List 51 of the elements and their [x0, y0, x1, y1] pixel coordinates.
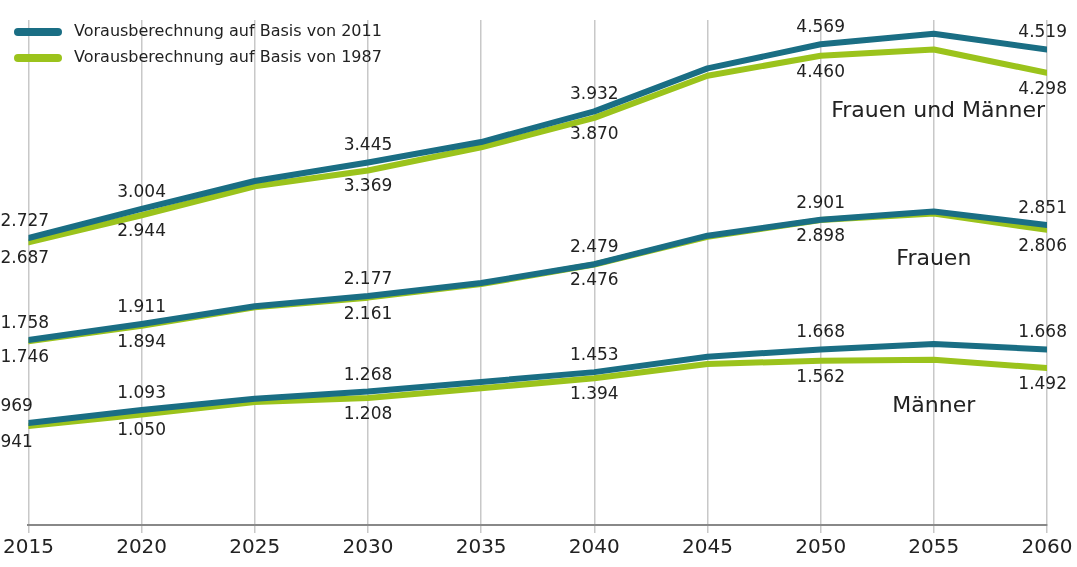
data-label: 941: [0, 430, 33, 451]
data-label: 1.562: [796, 365, 845, 386]
data-label: 2.898: [796, 225, 845, 246]
data-label: 1.668: [1018, 321, 1067, 342]
data-label: 1.394: [569, 383, 619, 404]
data-label: 1.208: [343, 402, 393, 423]
data-label: 1.668: [796, 321, 845, 342]
x-tick-label: 2060: [1021, 534, 1073, 559]
data-label: 4.519: [1018, 21, 1067, 42]
data-label: 1.894: [117, 330, 166, 351]
x-tick-label: 2050: [795, 534, 847, 559]
data-label: 2.177: [343, 267, 393, 288]
data-label: 2.479: [569, 236, 619, 257]
data-label: 1.050: [117, 419, 166, 440]
x-tick-label: 2055: [908, 534, 960, 559]
data-label: 4.569: [796, 16, 845, 37]
data-label: 1.453: [569, 344, 619, 365]
x-tick-label: 2020: [116, 534, 168, 559]
data-label: 1.093: [117, 381, 166, 402]
data-label: 2.901: [796, 191, 845, 212]
legend-label: Vorausberechnung auf Basis von 2011: [74, 21, 382, 41]
x-tick-label: 2025: [229, 534, 281, 559]
data-label: 2.851: [1018, 196, 1067, 217]
annotation: Frauen: [896, 245, 972, 271]
data-label: 1.746: [0, 346, 50, 367]
data-label: 3.369: [343, 175, 393, 196]
data-label: 2.687: [0, 247, 50, 268]
data-label: 1.911: [117, 295, 166, 316]
data-label: 1.268: [343, 363, 393, 384]
x-tick-label: 2045: [682, 534, 733, 559]
data-label: 2.727: [0, 210, 50, 231]
data-label: 4.298: [1018, 77, 1067, 98]
data-label: 3.932: [569, 83, 619, 104]
legend-label: Vorausberechnung auf Basis von 1987: [74, 47, 382, 67]
x-tick-label: 2030: [342, 534, 394, 559]
x-tick-label: 2015: [3, 534, 54, 559]
annotation: Frauen und Männer: [831, 97, 1046, 123]
data-label: 2.944: [117, 220, 166, 241]
data-label: 2.161: [343, 302, 393, 323]
data-label: 4.460: [796, 60, 845, 81]
data-label: 1.492: [1018, 372, 1067, 393]
data-label: 2.476: [569, 269, 619, 290]
data-label: 3.445: [343, 134, 393, 155]
data-label: 969: [0, 394, 33, 415]
annotation: Männer: [892, 391, 977, 417]
data-label: 3.004: [117, 180, 166, 201]
data-label: 1.758: [0, 311, 50, 332]
data-label: 3.870: [569, 122, 619, 143]
data-label: 2.806: [1018, 234, 1067, 255]
x-tick-label: 2040: [568, 534, 620, 559]
x-tick-label: 2035: [455, 534, 507, 559]
